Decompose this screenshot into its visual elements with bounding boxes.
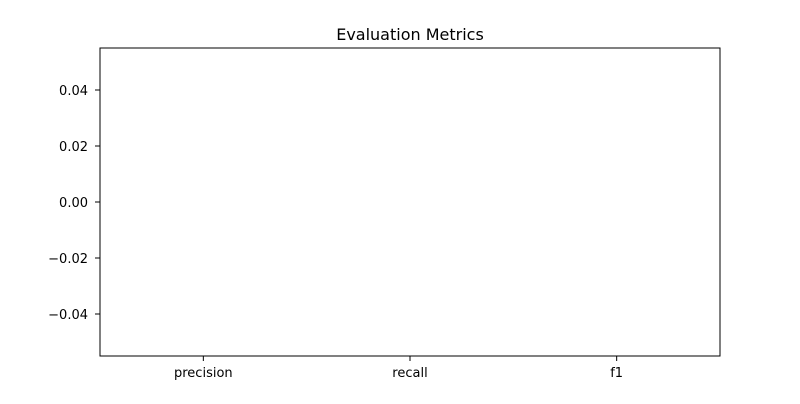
x-tick-label-precision: precision xyxy=(174,366,233,381)
plot-area-frame xyxy=(99,47,721,357)
x-tick-label-recall: recall xyxy=(392,366,427,381)
y-tick-label: 0.04 xyxy=(59,84,88,99)
y-tick-label: −0.04 xyxy=(48,308,88,323)
y-tick-label: −0.02 xyxy=(48,252,88,267)
y-tick-label: 0.02 xyxy=(59,140,88,155)
x-axis: precision recall f1 xyxy=(174,356,623,381)
chart-title: Evaluation Metrics xyxy=(336,25,484,44)
y-tick-label: 0.00 xyxy=(59,196,88,211)
x-tick-label-f1: f1 xyxy=(610,366,623,381)
y-axis: 0.04 0.02 0.00 −0.02 −0.04 xyxy=(48,84,100,323)
